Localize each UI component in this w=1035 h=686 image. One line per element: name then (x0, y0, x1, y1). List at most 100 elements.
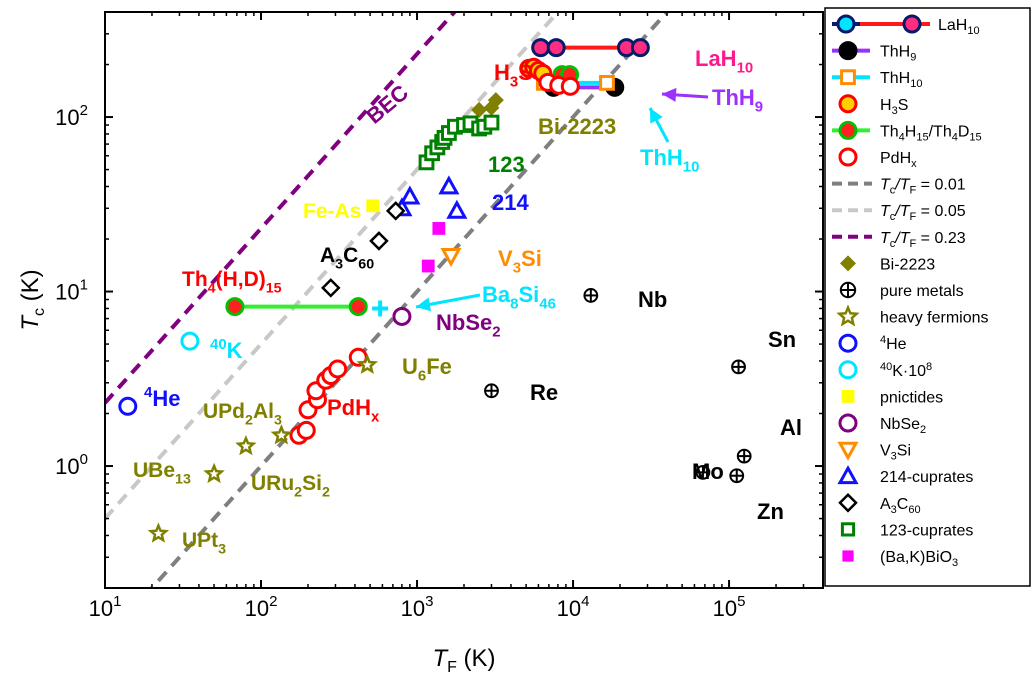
label-th4hd-part-0: Th (182, 268, 208, 291)
legend: LaH10ThH9ThH10H3STh4H15/Th4D15PdHxTc/TF … (824, 7, 1031, 587)
legend-item-0: LaH10 (832, 14, 980, 37)
legend-label-2-part-1: 10 (910, 78, 922, 90)
label-a3c60-part-3: 60 (358, 256, 374, 272)
arrow-thh9-head (662, 87, 677, 102)
label-h3s-part-0: H (494, 60, 510, 85)
legend-item-14: pnictides (841, 389, 943, 406)
label-c214-part-0: 214 (492, 190, 529, 215)
label-upd2al3-part-0: UPd (203, 400, 245, 423)
label-thh9: ThH9 (712, 85, 763, 116)
legend-sym-19-shape (840, 522, 856, 537)
legend-sym-14 (841, 390, 855, 403)
legend-sym-a-0 (836, 14, 856, 34)
label-u6fe-part-1: 6 (418, 368, 426, 385)
legend-sym-14-shape (841, 390, 855, 403)
label-h3s-part-2: S (518, 60, 533, 85)
point-bi-2223-0-shape (471, 101, 488, 118)
point-ba-k-bio3-0-shape (421, 259, 435, 273)
point-214-cuprates-2-shape (438, 175, 460, 195)
legend-label-3: H3S (880, 97, 908, 117)
label-al-part-0: Al (780, 415, 802, 440)
legend-label-4-part-4: /Th (929, 123, 952, 140)
legend-item-10: pure metals (839, 281, 964, 300)
label-al: Al (780, 415, 802, 440)
point-pnictides-0-shape (366, 199, 380, 213)
legend-sym-3 (838, 94, 858, 114)
legend-item-16: V3Si (837, 441, 911, 463)
y-tick-exp-2: 2 (80, 102, 88, 119)
legend-label-18-part-3: 60 (908, 504, 920, 516)
legend-label-20-part-1: 3 (952, 557, 958, 569)
point-heavy-fermions-4-shape (356, 353, 379, 374)
point-4he-0 (118, 396, 138, 416)
label-nb-part-0: Nb (638, 287, 667, 312)
legend-item-20: (Ba,K)BiO3 (842, 549, 958, 569)
legend-label-7-part-2: /T (894, 203, 910, 220)
legend-label-6-part-0: T (880, 177, 891, 194)
x-axis-title: TF (K) (432, 645, 495, 676)
arrow-thh9 (661, 87, 709, 102)
point-123-cuprates-11 (483, 114, 500, 131)
label-nb: Nb (638, 287, 667, 312)
y-axis-title-main: T (17, 314, 44, 331)
legend-label-1-part-1: 9 (910, 52, 916, 64)
legend-sym-4-shape (838, 120, 858, 140)
legend-item-1: ThH9 (832, 41, 916, 64)
legend-label-4-part-7: 15 (969, 131, 981, 143)
legend-label-10: pure metals (880, 283, 964, 300)
legend-sym-5-shape (838, 147, 858, 167)
label-uru2si2-part-3: 2 (322, 484, 330, 500)
legend-label-4: Th4H15/Th4D15 (880, 123, 982, 143)
legend-sym-15-shape (838, 413, 858, 433)
label-thh10: ThH10 (640, 145, 699, 176)
legend-item-6: Tc/TF = 0.01 (832, 177, 966, 197)
x-axis-title-rest: (K) (457, 645, 496, 672)
legend-label-7: Tc/TF = 0.05 (880, 203, 966, 223)
x-tick-label-2: 103 (401, 593, 434, 621)
legend-label-20-part-0: (Ba,K)BiO (880, 549, 952, 566)
point-bi-2223-0 (471, 101, 488, 118)
point-a3c60-2 (321, 278, 341, 298)
legend-item-17: 214-cuprates (837, 465, 973, 486)
label-k40-part-1: K (227, 338, 243, 363)
point-v3si-0-shape (440, 248, 462, 268)
label-th4hd-part-3: 15 (266, 280, 282, 296)
label-zn: Zn (757, 499, 784, 524)
label-re-part-0: Re (530, 380, 558, 405)
label-h3s-part-1: 3 (510, 74, 518, 91)
legend-label-7-part-3: F (910, 211, 917, 223)
x-axis-title-main: T (432, 645, 449, 672)
label-lah10: LaH10 (695, 46, 753, 77)
point-heavy-fermions-0-shape (147, 522, 170, 543)
point-pdhx-11-shape (560, 76, 580, 96)
point-214-cuprates-3 (446, 199, 468, 219)
label-upt3-part-1: 3 (218, 541, 226, 557)
point-lah10-0 (531, 38, 551, 58)
y-axis-title-rest: (K) (17, 269, 44, 308)
legend-sym-17-shape (837, 465, 859, 485)
x-tick-label-3: 104 (557, 593, 590, 621)
legend-sym-13-shape (838, 360, 858, 380)
label-nbse2-part-0: NbSe (436, 310, 492, 335)
legend-box (824, 7, 1031, 587)
label-pdhx-part-0: PdH (327, 395, 371, 420)
y-tick-label-2: 102 (55, 102, 88, 130)
point-pdhx-7-shape (328, 359, 348, 379)
point-lah10-0-center (537, 44, 545, 52)
point-lah10-2-center (622, 44, 631, 52)
legend-label-6: Tc/TF = 0.01 (880, 177, 966, 197)
y-tick-label-1: 101 (55, 277, 88, 305)
label-h3s: H3S (494, 60, 533, 91)
label-bi2223: Bi-2223 (538, 114, 616, 139)
legend-label-7-part-1: c (890, 211, 896, 223)
legend-sym-2 (840, 69, 856, 86)
legend-label-6-part-3: F (910, 185, 917, 197)
label-v3si-part-0: V (498, 246, 513, 271)
label-upt3-part-0: UPt (182, 529, 218, 552)
point-a3c60-0 (385, 201, 406, 221)
point-ba-k-bio3-1-shape (432, 222, 446, 235)
label-upt3: UPt3 (182, 529, 226, 557)
point-pure-metals-0 (583, 288, 599, 303)
label-mo: Mo (692, 459, 724, 484)
legend-sym-2-shape (840, 69, 856, 86)
